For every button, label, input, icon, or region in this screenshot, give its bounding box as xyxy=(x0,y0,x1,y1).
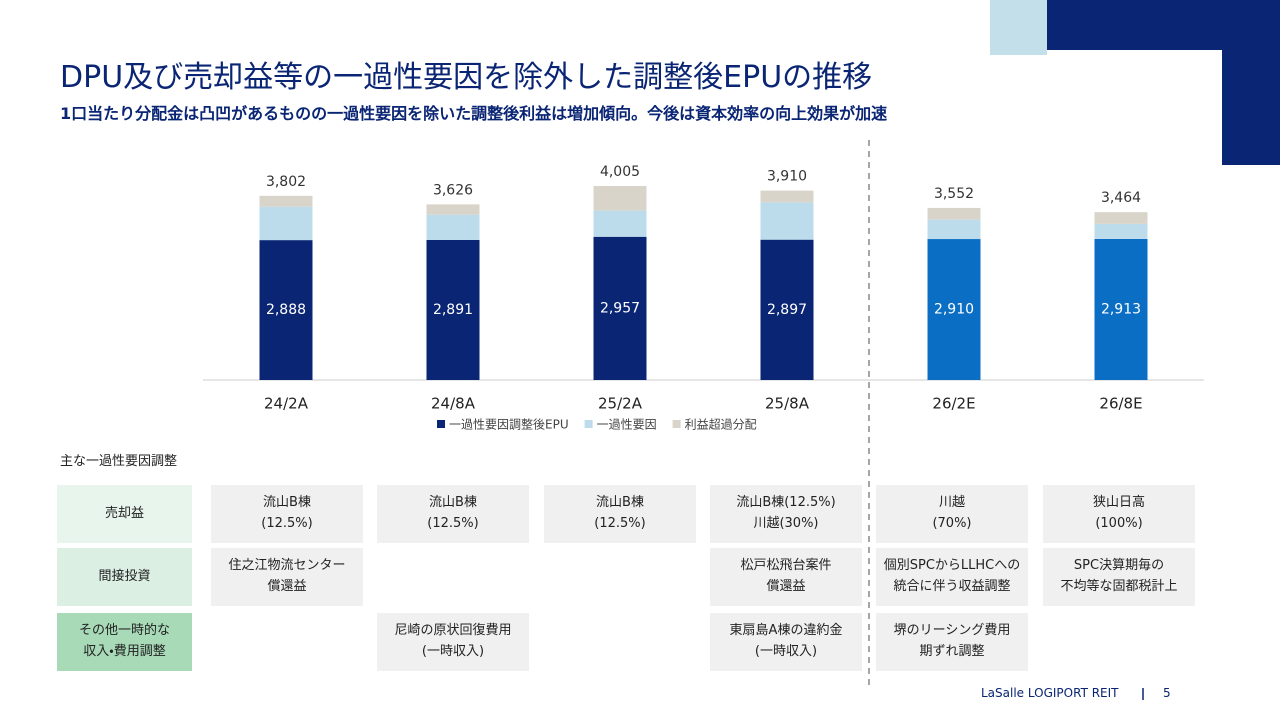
x-tick-label: 24/2A xyxy=(264,395,309,413)
legend-swatch xyxy=(584,420,593,428)
table-cell: 堺のリーシング費用 期ずれ調整 xyxy=(876,613,1028,671)
row-header: 売却益 xyxy=(57,485,192,543)
bar-segment xyxy=(1094,212,1148,224)
data-label: 2,910 xyxy=(934,302,974,318)
title: DPU及び売却益等の一過性要因を除外した調整後EPUの推移 xyxy=(60,60,873,95)
bar-segment xyxy=(760,239,814,380)
table-cell: 川越 (70%) xyxy=(876,485,1028,543)
row-header: その他一時的な 収入・費用調整 xyxy=(57,613,192,671)
total-label: 3,626 xyxy=(433,182,473,198)
data-label: 2,897 xyxy=(767,302,807,318)
bar-segment xyxy=(593,210,647,237)
deco-navy xyxy=(1047,0,1280,165)
x-tick-label: 24/8A xyxy=(431,395,476,413)
bar-segment xyxy=(426,214,480,240)
table-cell: 東扇島A棟の違約金 (一時収入) xyxy=(710,613,862,671)
table-title: 主な一過性要因調整 xyxy=(60,454,178,469)
table-cell: 流山B棟 (12.5%) xyxy=(377,485,529,543)
x-tick-label: 26/2E xyxy=(932,395,975,413)
subtitle: 1口当たり分配金は凸凹があるものの一過性要因を除いた調整後利益は増加傾向。今後は… xyxy=(60,104,888,123)
data-label: 2,913 xyxy=(1101,301,1141,317)
table-cell: 松戸松飛台案件 償還益 xyxy=(710,548,862,606)
bar-segment xyxy=(593,236,647,380)
bar-segment xyxy=(927,207,981,220)
legend-swatch xyxy=(672,420,681,428)
bar-segment xyxy=(259,240,313,380)
x-tick-label: 25/8A xyxy=(765,395,810,413)
bar-segment xyxy=(1094,238,1148,380)
table-cell: 個別SPCからLLHCへの 統合に伴う収益調整 xyxy=(876,548,1028,606)
chart: 2,888 3,802 24/2A 2,891 3,626 24/8A 2,957 4,005… xyxy=(203,164,1204,432)
page-number: 5 xyxy=(1163,686,1171,700)
row-header: 間接投資 xyxy=(57,548,192,606)
table-cell: SPC決算期毎の 不均等な固都税計上 xyxy=(1043,548,1195,606)
deco-light xyxy=(990,0,1047,55)
table-cell: 流山B棟(12.5%) 川越(30%) xyxy=(710,485,862,543)
bar-segment xyxy=(426,204,480,215)
table-cell: 流山B棟 (12.5%) xyxy=(211,485,363,543)
bar-segment xyxy=(760,202,814,240)
legend-label: 利益超過分配 xyxy=(685,417,757,432)
bar-segment xyxy=(593,186,647,211)
x-tick-label: 26/8E xyxy=(1099,395,1142,413)
data-label: 2,888 xyxy=(266,302,306,318)
bar-segment xyxy=(927,219,981,240)
bar-segment xyxy=(760,190,814,203)
data-label: 2,957 xyxy=(600,300,640,316)
table-cell: 住之江物流センター 償還益 xyxy=(211,548,363,606)
bar-segment xyxy=(259,195,313,207)
table-cell: 尼崎の原状回復費用 (一時収入) xyxy=(377,613,529,671)
x-tick-label: 25/2A xyxy=(598,395,643,413)
table-cell: 狭山日高 (100%) xyxy=(1043,485,1195,543)
footer-brand: LaSalle LOGIPORT REIT xyxy=(981,686,1119,700)
total-label: 3,802 xyxy=(266,174,306,190)
table-cell: 流山B棟 (12.5%) xyxy=(544,485,696,543)
total-label: 4,005 xyxy=(600,164,640,180)
legend-swatch xyxy=(437,420,445,428)
decoration xyxy=(990,0,1280,165)
total-label: 3,464 xyxy=(1101,190,1141,206)
total-label: 3,910 xyxy=(767,169,807,185)
legend-label: 一過性要因 xyxy=(597,418,657,432)
bar-segment xyxy=(927,239,981,380)
legend-label: 一過性要因調整後EPU xyxy=(449,418,569,432)
bar-segment xyxy=(259,206,313,241)
bar-segment xyxy=(426,239,480,380)
data-label: 2,891 xyxy=(433,302,473,318)
total-label: 3,552 xyxy=(934,186,974,202)
bar-segment xyxy=(1094,223,1148,239)
